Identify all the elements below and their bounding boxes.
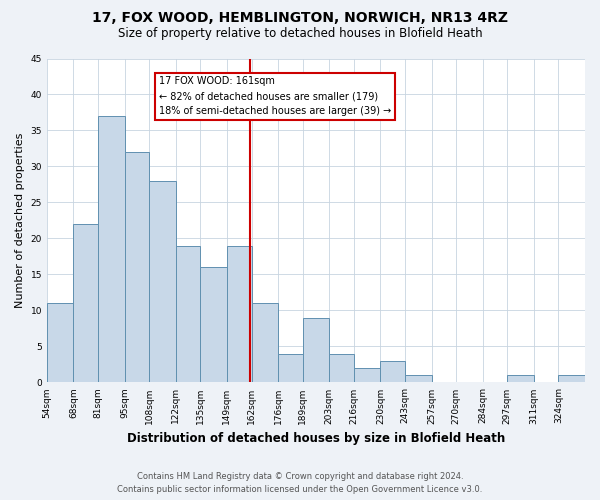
Bar (125, 152, 149, 382)
Bar (380, 361, 405, 382)
Bar (559, 375, 585, 382)
Bar (508, 375, 534, 382)
Text: 17, FOX WOOD, HEMBLINGTON, NORWICH, NR13 4RZ: 17, FOX WOOD, HEMBLINGTON, NORWICH, NR13… (92, 12, 508, 26)
Y-axis label: Number of detached properties: Number of detached properties (15, 133, 25, 308)
Bar (47, 303, 73, 382)
Text: 17 FOX WOOD: 161sqm
← 82% of detached houses are smaller (179)
18% of semi-detac: 17 FOX WOOD: 161sqm ← 82% of detached ho… (159, 76, 391, 116)
Bar (278, 354, 302, 382)
Bar (149, 181, 176, 382)
Text: Size of property relative to detached houses in Blofield Heath: Size of property relative to detached ho… (118, 28, 482, 40)
Bar (251, 303, 278, 382)
Bar (200, 268, 227, 382)
Bar (176, 246, 200, 382)
Bar (98, 116, 125, 382)
Bar (73, 224, 98, 382)
X-axis label: Distribution of detached houses by size in Blofield Heath: Distribution of detached houses by size … (127, 432, 505, 445)
Bar (227, 246, 251, 382)
Bar (354, 368, 380, 382)
Bar (302, 318, 329, 382)
Bar (405, 375, 431, 382)
Text: Contains HM Land Registry data © Crown copyright and database right 2024.
Contai: Contains HM Land Registry data © Crown c… (118, 472, 482, 494)
Bar (329, 354, 354, 382)
